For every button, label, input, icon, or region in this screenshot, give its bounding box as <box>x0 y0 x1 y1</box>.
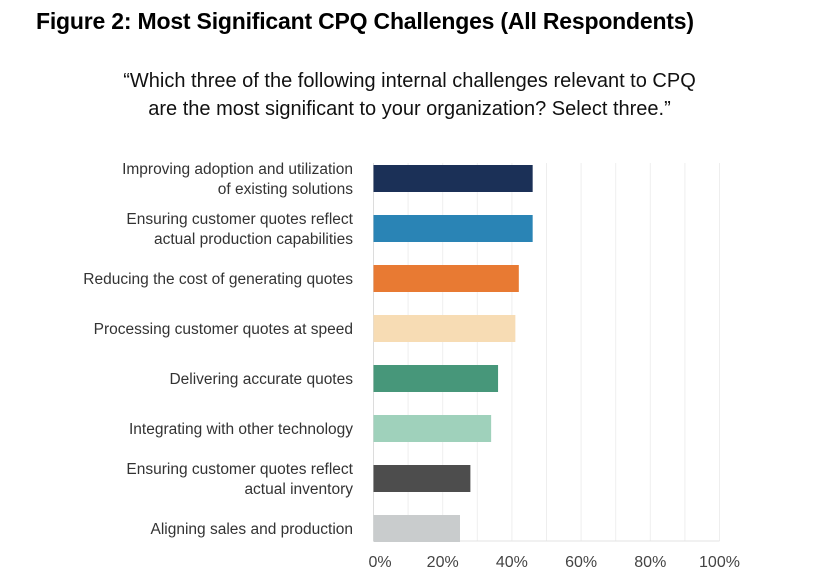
bar <box>373 365 499 392</box>
category-label-line: Improving adoption and utilization <box>122 161 353 178</box>
category-label: Ensuring customer quotes reflect actual i… <box>126 461 353 498</box>
category-label-line: Ensuring customer quotes reflect <box>126 211 353 228</box>
category-label-line: Aligning sales and production <box>151 521 354 538</box>
category-label: Improving adoption and utilization of exi… <box>122 161 353 198</box>
chart-subtitle: “Which three of the following internal c… <box>0 67 819 123</box>
category-label-line: Ensuring customer quotes reflect <box>126 461 353 478</box>
category-label-line: actual production capabilities <box>154 231 353 248</box>
bar <box>373 165 533 192</box>
category-label-line: Delivering accurate quotes <box>169 371 353 388</box>
x-tick-label: 40% <box>496 554 528 571</box>
x-tick-label: 0% <box>369 554 392 571</box>
category-label-line: Integrating with other technology <box>129 421 353 438</box>
category-label: Aligning sales and production <box>151 521 354 538</box>
x-tick-label: 80% <box>634 554 666 571</box>
chart-title: Figure 2: Most Significant CPQ Challenge… <box>36 8 694 34</box>
subtitle-line-2: are the most significant to your organiz… <box>148 98 671 120</box>
category-label-line: of existing solutions <box>218 181 354 198</box>
category-label: Processing customer quotes at speed <box>94 321 353 338</box>
bar <box>373 265 519 292</box>
subtitle-line-1: “Which three of the following internal c… <box>123 70 696 92</box>
category-label: Ensuring customer quotes reflect actual p… <box>126 211 353 248</box>
category-label: Reducing the cost of generating quotes <box>83 271 353 288</box>
x-tick-label: 100% <box>699 554 740 571</box>
category-label-line: actual inventory <box>244 481 353 498</box>
category-label: Delivering accurate quotes <box>169 371 353 388</box>
bar <box>373 465 471 492</box>
category-label-line: Reducing the cost of generating quotes <box>83 271 353 288</box>
x-tick-label: 20% <box>427 554 459 571</box>
bar <box>373 515 460 542</box>
category-label-line: Processing customer quotes at speed <box>94 321 353 338</box>
x-tick-label: 60% <box>565 554 597 571</box>
bar <box>373 215 533 242</box>
bar <box>373 415 492 442</box>
category-label: Integrating with other technology <box>129 421 353 438</box>
bar <box>373 315 516 342</box>
